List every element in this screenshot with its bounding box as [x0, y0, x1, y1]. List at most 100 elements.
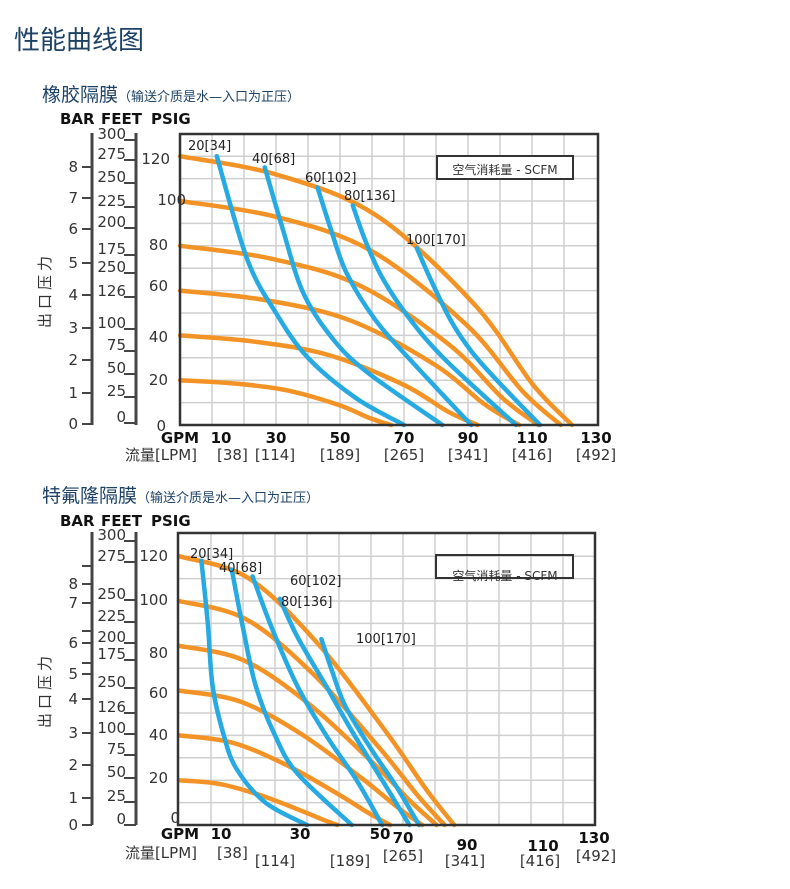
lpm-tick-label: [265]	[383, 847, 423, 865]
air-curve-label: 40[68]	[252, 152, 295, 167]
gpm-tick-label: 50	[330, 429, 351, 447]
feet-tick-label: 175	[97, 645, 126, 663]
gpm-tick-label: 130	[580, 429, 611, 447]
psig-tick-label: 0	[156, 417, 166, 435]
bar-tick-label: 2	[68, 351, 78, 369]
bar-axis-title: BAR	[60, 512, 95, 530]
bar-tick-label: 6	[68, 220, 78, 238]
bar-tick-label: 0	[68, 415, 78, 433]
bar-tick-label: 5	[68, 665, 78, 683]
legend-title: 空气消耗量 - SCFM	[452, 568, 557, 583]
pressure-curve	[177, 288, 522, 428]
section-note: （输送介质是水—入口为正压）	[118, 90, 301, 105]
plot-frame	[176, 531, 597, 827]
lpm-tick-label: [114]	[255, 446, 295, 464]
gpm-tick-label: 10	[211, 825, 232, 843]
psig-tick-label: 60	[149, 277, 168, 295]
y-axis-label: 出口压力	[36, 252, 54, 328]
lpm-tick-label: [416]	[512, 446, 552, 464]
x2-axis-title: 流量[LPM]	[125, 844, 197, 862]
feet-tick-label: 100	[97, 719, 126, 737]
bar-tick-label: 1	[68, 384, 78, 402]
lpm-tick-label: [114]	[255, 852, 295, 870]
feet-tick-label: 250	[97, 585, 126, 603]
feet-tick-label: 175	[97, 240, 126, 258]
feet-tick-label: 50	[107, 763, 126, 781]
pressure-curve	[177, 243, 541, 428]
feet-axis-title: FEET	[101, 110, 143, 128]
psig-tick-label: 80	[149, 236, 168, 254]
feet-tick-label: 300	[97, 125, 126, 143]
lpm-tick-label: [492]	[576, 446, 616, 464]
psig-axis-title: PSIG	[151, 512, 191, 530]
lpm-tick-label: [38]	[217, 446, 248, 464]
psig-tick-label: 60	[149, 684, 168, 702]
legend-box	[435, 554, 574, 579]
psig-axis-title: PSIG	[151, 110, 191, 128]
bar-tick-label: 5	[68, 254, 78, 272]
air-consumption-curve	[250, 574, 385, 828]
feet-tick-label: 126	[97, 698, 126, 716]
psig-tick-label: 40	[149, 726, 168, 744]
psig-tick-label: 40	[149, 328, 168, 346]
air-consumption-curve	[277, 596, 412, 828]
psig-tick-label: 100	[157, 191, 186, 209]
air-consumption-curve	[319, 636, 422, 828]
gpm-tick-label: 10	[211, 429, 232, 447]
bar-tick-label: 6	[68, 634, 78, 652]
feet-tick-label: 0	[116, 810, 126, 828]
air-curve-label: 20[34]	[188, 139, 231, 154]
section-heading-text: 特氟隆隔膜	[42, 485, 138, 507]
legend-title: 空气消耗量 - SCFM	[452, 162, 557, 177]
air-consumption-curve	[350, 203, 519, 428]
air-consumption-curve	[315, 185, 474, 428]
y-axis-label: 出口压力	[36, 652, 54, 728]
psig-tick-label: 20	[149, 371, 168, 389]
gpm-tick-label: 90	[457, 836, 478, 854]
feet-tick-label: 200	[97, 628, 126, 646]
pressure-curve	[177, 377, 394, 428]
feet-tick-label: 25	[107, 787, 126, 805]
pressure-curve	[177, 198, 564, 428]
grid	[180, 134, 598, 425]
plot-frame	[178, 132, 600, 427]
section-heading-ptfe: 特氟隆隔膜（输送介质是水—入口为正压）	[42, 481, 319, 508]
air-curve-label: 60[102]	[290, 574, 342, 589]
gpm-tick-label: 110	[516, 429, 547, 447]
air-curve-label: 20[34]	[190, 547, 233, 562]
gpm-tick-label: 70	[393, 829, 414, 847]
bar-tick-label: 3	[68, 319, 78, 337]
section-heading-rubber: 橡胶隔膜（输送介质是水—入口为正压）	[42, 80, 300, 107]
lpm-tick-label: [341]	[448, 446, 488, 464]
air-consumption-curve	[414, 245, 543, 428]
psig-tick-label: 120	[139, 547, 168, 565]
section-heading-text: 橡胶隔膜	[42, 84, 119, 106]
feet-axis-title: FEET	[101, 512, 143, 530]
feet-tick-label: 75	[107, 740, 126, 758]
gpm-tick-label: 30	[290, 825, 311, 843]
feet-tick-label: 25	[107, 382, 126, 400]
gpm-tick-label: 70	[394, 429, 415, 447]
bar-tick-label: 3	[68, 724, 78, 742]
lpm-tick-label: [38]	[217, 844, 248, 862]
gpm-tick-label: 130	[578, 829, 609, 847]
lpm-tick-label: [492]	[576, 847, 616, 865]
x-axis-title: GPM	[161, 825, 199, 843]
feet-tick-label: 100	[97, 314, 126, 332]
bar-tick-label: 8	[68, 158, 78, 176]
feet-tick-label: 225	[97, 607, 126, 625]
feet-tick-label: 275	[97, 145, 126, 163]
feet-tick-label: 225	[97, 192, 126, 210]
air-consumption-curve	[229, 567, 355, 828]
air-curve-label: 80[136]	[281, 595, 333, 610]
lpm-tick-label: [189]	[320, 446, 360, 464]
chart-1: 20[34] 40[68] 60[102] 80[136] 100[170] 空气消耗量 …	[36, 110, 616, 464]
gpm-tick-label: 90	[458, 429, 479, 447]
pressure-curve	[176, 643, 439, 828]
air-consumption-curve	[262, 165, 445, 428]
x2-axis-title: 流量[LPM]	[125, 446, 197, 464]
section-note: （输送介质是水—入口为正压）	[137, 491, 320, 506]
lpm-tick-label: [189]	[330, 852, 370, 870]
psig-tick-label: 80	[149, 644, 168, 662]
